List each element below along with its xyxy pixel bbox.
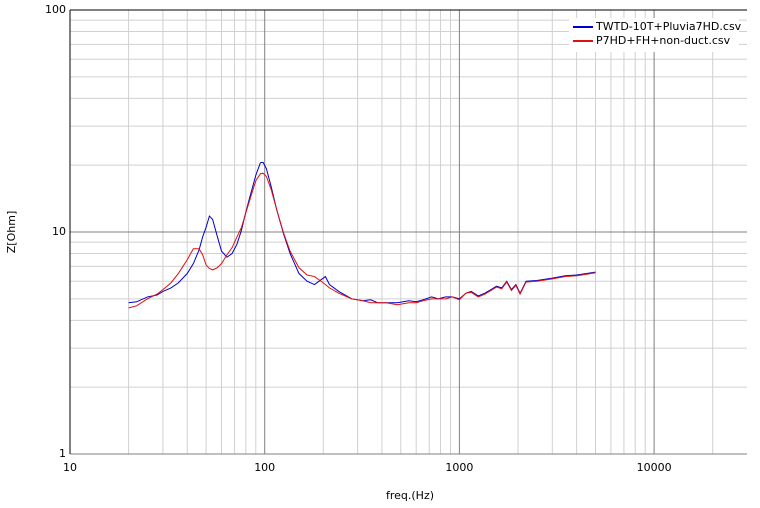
legend-label: P7HD+FH+non-duct.csv: [596, 34, 731, 47]
x-tick-label: 10000: [637, 461, 672, 474]
data-line: [128, 161, 596, 304]
legend-box: [569, 18, 739, 52]
x-tick-label: 1000: [445, 461, 473, 474]
y-tick-label: 100: [45, 3, 66, 16]
legend-label: TWTD-10T+Pluvia7HD.csv: [595, 20, 742, 33]
y-tick-label: 1: [59, 447, 66, 460]
x-tick-label: 10: [63, 461, 77, 474]
y-tick-label: 10: [52, 225, 66, 238]
data-line: [128, 172, 596, 309]
x-axis-label: freq.(Hz): [386, 489, 434, 502]
y-axis-label: Z[Ohm]: [5, 211, 18, 253]
x-tick-label: 100: [254, 461, 275, 474]
